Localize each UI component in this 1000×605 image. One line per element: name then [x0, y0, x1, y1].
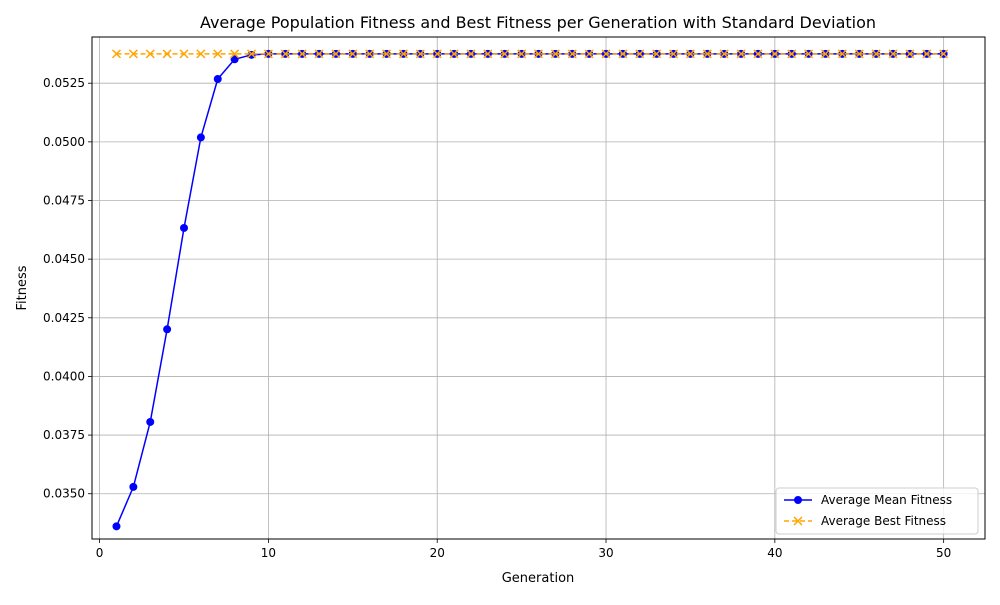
best-point — [685, 49, 695, 59]
plot-frame — [91, 36, 986, 540]
best-point — [618, 49, 628, 59]
y-tick-label: 0.0425 — [43, 311, 85, 325]
best-point — [500, 49, 510, 59]
best-point — [263, 49, 273, 59]
best-point — [837, 49, 847, 59]
best-point — [280, 49, 290, 59]
x-axis-label: Generation — [502, 571, 575, 586]
best-point — [230, 49, 240, 59]
best-point — [939, 49, 949, 59]
mean-point — [146, 417, 155, 426]
best-point — [398, 49, 408, 59]
mean-point — [230, 55, 239, 64]
best-point — [213, 49, 223, 59]
y-tick-label: 0.0525 — [43, 76, 85, 90]
ticks-layer: 0 10 20 30 40 50 0.0350 0.0375 0.0400 0.0425 0.045… — [43, 76, 951, 560]
y-tick-label: 0.0475 — [43, 194, 85, 208]
best-point — [297, 49, 307, 59]
mean-point — [112, 522, 121, 531]
best-point — [145, 49, 155, 59]
best-point — [719, 49, 729, 59]
legend-marker-best — [793, 516, 803, 526]
mean-point — [163, 325, 172, 334]
best-point — [804, 49, 814, 59]
legend-box — [775, 487, 979, 535]
legend-label-mean: Average Mean Fitness — [821, 493, 952, 507]
mean-point — [196, 133, 205, 142]
y-tick-label: 0.0400 — [43, 369, 85, 383]
legend-item-mean: Average Mean Fitness — [784, 493, 952, 507]
y-axis-label: Fitness — [15, 265, 30, 310]
best-point — [483, 49, 493, 59]
best-point — [550, 49, 560, 59]
x-tick-label: 30 — [598, 546, 613, 560]
best-point — [128, 49, 138, 59]
best-point — [820, 49, 831, 59]
legend-item-best: Average Best Fitness — [784, 514, 946, 528]
best-point — [567, 49, 577, 59]
y-tick-label: 0.0450 — [43, 252, 85, 266]
best-point — [888, 49, 898, 59]
best-point — [871, 49, 881, 59]
best-point — [922, 49, 932, 59]
best-point — [162, 49, 172, 59]
x-tick-label: 0 — [96, 546, 104, 560]
x-tick-label: 10 — [261, 546, 276, 560]
best-point — [584, 49, 594, 59]
best-point — [449, 49, 459, 59]
best-point — [854, 49, 864, 59]
x-tick-label: 20 — [430, 546, 445, 560]
best-point — [601, 49, 611, 59]
mean-point — [213, 74, 222, 83]
best-point — [652, 49, 662, 59]
best-point — [348, 49, 358, 59]
y-tick-label: 0.0350 — [43, 487, 85, 501]
best-point — [246, 49, 257, 59]
y-tick-label: 0.0375 — [43, 428, 85, 442]
best-point — [702, 49, 712, 59]
best-point — [905, 49, 915, 59]
grid-layer — [92, 37, 985, 539]
y-tick-label: 0.0500 — [43, 135, 85, 149]
best-point — [669, 49, 679, 59]
mean-point — [180, 223, 189, 232]
best-point — [787, 49, 797, 59]
legend-label-best: Average Best Fitness — [821, 514, 946, 528]
best-point — [365, 49, 375, 59]
series-layer — [111, 49, 949, 531]
best-point — [517, 49, 527, 59]
best-point — [179, 49, 189, 59]
best-point — [736, 49, 746, 59]
legend: Average Mean Fitness Average Best Fitnes… — [775, 487, 979, 535]
best-point — [111, 49, 122, 59]
x-tick-label: 50 — [936, 546, 951, 560]
legend-marker-mean — [794, 496, 802, 504]
x-tick-label: 40 — [767, 546, 782, 560]
best-point — [382, 49, 392, 59]
mean-point — [129, 482, 138, 491]
best-point — [432, 49, 442, 59]
best-point — [635, 49, 645, 59]
chart-title: Average Population Fitness and Best Fitn… — [200, 13, 876, 32]
best-point — [331, 49, 341, 59]
best-point — [415, 49, 425, 59]
best-point — [533, 49, 544, 59]
series-line-mean — [115, 53, 944, 527]
best-point — [753, 49, 763, 59]
best-point — [770, 49, 780, 59]
best-point — [196, 49, 206, 59]
best-point — [314, 49, 324, 59]
best-point — [466, 49, 476, 59]
